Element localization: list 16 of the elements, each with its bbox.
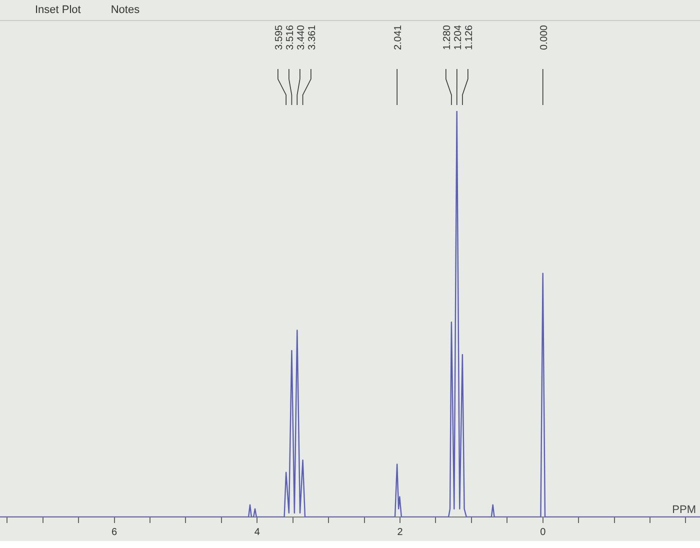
text: 1.204: [452, 24, 464, 50]
text: 3.361: [306, 24, 318, 50]
text: 3.516: [284, 24, 296, 50]
x-tick-label: 6: [112, 526, 118, 538]
text: Notes: [110, 4, 140, 16]
x-tick-label: 0: [540, 526, 546, 538]
x-tick-label: 4: [254, 526, 260, 538]
x-axis-title: PPM: [672, 504, 696, 516]
text: 0.000: [538, 24, 550, 50]
text: Inset Plot: [35, 4, 81, 16]
text: 1.280: [442, 24, 453, 50]
text: 1.126: [464, 24, 475, 50]
text: 3.595: [274, 24, 285, 50]
text: 2.041: [393, 24, 404, 50]
x-tick-label: 2: [397, 526, 404, 538]
text: 3.440: [296, 24, 307, 50]
